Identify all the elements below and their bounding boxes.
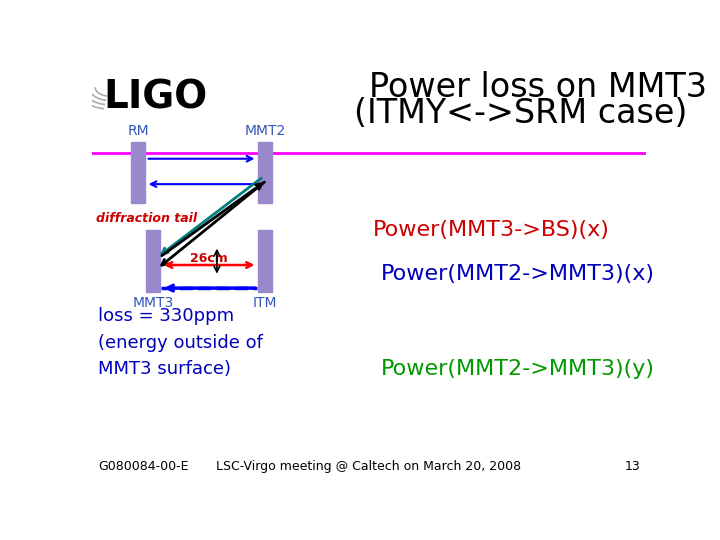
Text: diffraction tail: diffraction tail bbox=[96, 212, 197, 225]
Bar bbox=[131, 142, 145, 204]
Text: LSC-Virgo meeting @ Caltech on March 20, 2008: LSC-Virgo meeting @ Caltech on March 20,… bbox=[217, 460, 521, 473]
Text: LIGO: LIGO bbox=[104, 79, 207, 117]
Text: G080084-00-E: G080084-00-E bbox=[98, 460, 189, 473]
Text: MMT2: MMT2 bbox=[244, 124, 286, 138]
Text: (ITMY<->SRM case): (ITMY<->SRM case) bbox=[354, 97, 687, 130]
Text: Power loss on MMT3: Power loss on MMT3 bbox=[369, 71, 707, 104]
Text: MMT3: MMT3 bbox=[132, 296, 174, 310]
Text: Power(MMT3->BS)(x): Power(MMT3->BS)(x) bbox=[373, 220, 610, 240]
Text: Power(MMT2->MMT3)(y): Power(MMT2->MMT3)(y) bbox=[381, 359, 654, 379]
Text: loss = 330ppm
(energy outside of
MMT3 surface): loss = 330ppm (energy outside of MMT3 su… bbox=[98, 307, 263, 378]
Text: 13: 13 bbox=[624, 460, 640, 473]
Bar bbox=[146, 231, 161, 292]
Text: RM: RM bbox=[127, 124, 149, 138]
Text: ITM: ITM bbox=[253, 296, 277, 310]
Text: Power(MMT2->MMT3)(x): Power(MMT2->MMT3)(x) bbox=[381, 264, 654, 284]
Bar bbox=[258, 142, 272, 204]
Text: 26cm: 26cm bbox=[190, 252, 228, 265]
Bar bbox=[258, 231, 272, 292]
